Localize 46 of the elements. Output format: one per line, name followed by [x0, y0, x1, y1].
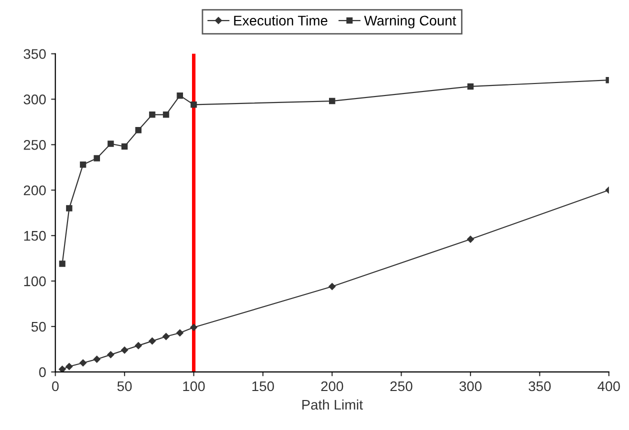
- x-tick-label: 50: [117, 381, 132, 392]
- point: [66, 363, 73, 370]
- y-tick-label: 300: [24, 94, 46, 104]
- point: [107, 351, 114, 358]
- point: [162, 333, 170, 340]
- x-tick-label: 0: [52, 381, 59, 392]
- point: [80, 359, 86, 366]
- point: [135, 126, 142, 134]
- y-tick-label: 150: [24, 230, 46, 241]
- point: [190, 102, 197, 108]
- x-tick-label: 350: [528, 381, 551, 392]
- point: [190, 324, 198, 331]
- point: [328, 98, 336, 104]
- legend-label: Execution Time: [234, 15, 328, 26]
- point: [134, 342, 142, 350]
- point: [121, 346, 128, 354]
- point: [58, 366, 66, 372]
- point: [94, 155, 100, 162]
- point: [328, 283, 336, 290]
- point: [80, 162, 86, 168]
- x-tick-label: 250: [390, 381, 412, 392]
- point: [176, 92, 184, 99]
- point: [148, 338, 156, 344]
- x-axis-title: Path Limit: [302, 399, 363, 410]
- x-tick-label: 400: [598, 381, 620, 392]
- legend-label: Warning Count: [364, 15, 456, 28]
- point: [162, 112, 170, 118]
- point: [93, 356, 100, 363]
- point: [59, 260, 66, 267]
- point: [176, 329, 184, 336]
- point: [121, 143, 128, 150]
- point: [149, 112, 156, 118]
- x-tick-label: 150: [252, 381, 274, 392]
- y-tick-label: 350: [24, 49, 46, 59]
- y-tick-label: 0: [39, 367, 46, 378]
- x-tick-label: 100: [183, 381, 205, 392]
- x-tick-label: 200: [321, 381, 344, 392]
- y-tick-label: 200: [24, 185, 46, 196]
- point: [66, 205, 72, 212]
- point: [467, 83, 474, 90]
- x-tick-label: 300: [459, 381, 482, 392]
- point: [108, 140, 114, 147]
- y-tick-label: 250: [24, 140, 46, 150]
- y-tick-label: 100: [24, 276, 46, 286]
- y-tick-label: 50: [31, 322, 46, 332]
- point: [467, 236, 474, 243]
